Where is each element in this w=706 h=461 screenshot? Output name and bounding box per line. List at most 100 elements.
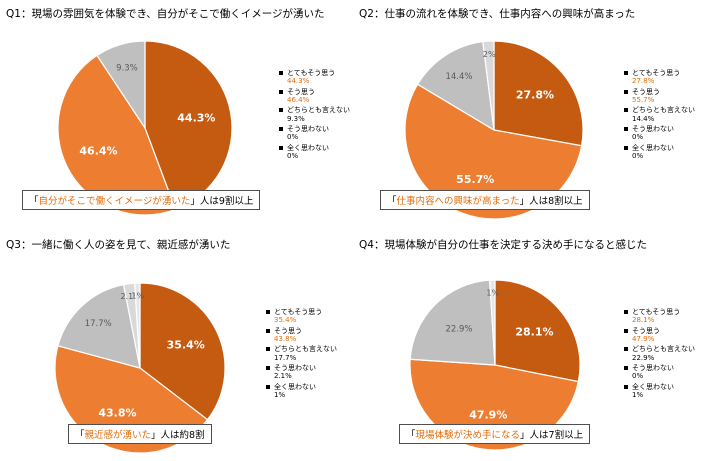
legend-value: 46.4% <box>287 95 310 104</box>
legend-value: 1% <box>632 391 644 400</box>
chart-panel-q3: Q3：一緒に働く人の姿を見て、親近感が湧いた 35.4% 43.8% 17.7% 2.… <box>0 231 353 461</box>
slice-label: 27.8% <box>516 89 554 102</box>
callout-box: 「仕事内容への興味が高まった」人は8割以上 <box>380 190 590 210</box>
slice-label: 2% <box>483 50 496 59</box>
pie-chart: 44.3% 46.4% 9.3% <box>57 40 233 216</box>
legend-label: 全く思わない <box>274 382 316 391</box>
legend-value: 55.7% <box>632 95 655 104</box>
chart-panel-q2: Q2：仕事の流れを体験でき、仕事内容への興味が高まった 27.8% 55.7% 14… <box>353 0 706 230</box>
pie-slice <box>96 40 146 130</box>
callout-box: 「現場体験が決め手になる」人は7割以上 <box>399 424 591 444</box>
legend-entry: 全く思わない 0% <box>278 144 350 161</box>
slice-label: 1% <box>486 288 499 297</box>
legend-entry: とてもそう思う 27.8% <box>623 69 695 86</box>
slice-label: 17.7% <box>85 319 112 329</box>
legend-bullet-icon <box>624 328 628 333</box>
callout-highlight: 仕事内容への興味が高まった <box>396 196 520 207</box>
legend-value: 17.7% <box>274 353 297 362</box>
legend-bullet-icon <box>266 310 270 314</box>
chart-panel-q1: Q1：現場の雰囲気を体験でき、自分がそこで働くイメージが湧いた 44.3% 46.… <box>0 0 353 230</box>
legend-bullet-icon <box>624 310 628 314</box>
legend-label: 全く思わない <box>632 382 674 391</box>
legend: とてもそう思う 27.8% そう思う 55.7% どちらとも言えない 14.4% そう思わな… <box>623 69 695 162</box>
legend-entry: そう思わない 2.1% <box>265 364 337 381</box>
legend-entry: とてもそう思う 35.4% <box>265 308 337 325</box>
legend-value: 0% <box>632 133 644 142</box>
legend-entry: そう思う 43.8% <box>265 327 337 344</box>
legend-value: 0% <box>632 372 644 381</box>
legend-label: とてもそう思う <box>632 308 681 316</box>
pie-slice <box>416 41 495 132</box>
legend-entry: そう思わない 0% <box>278 125 350 142</box>
legend-value: 22.9% <box>632 353 655 362</box>
slice-label: 2.1% <box>121 292 142 301</box>
callout-tail: 」人は8割以上 <box>519 196 583 207</box>
legend-value: 0% <box>287 133 299 142</box>
callout-tail: 」人は約8割 <box>151 430 205 441</box>
legend-entry: そう思う 46.4% <box>278 88 350 105</box>
legend-entry: そう思う 55.7% <box>623 88 695 105</box>
legend-value: 9.3% <box>287 114 305 123</box>
slice-label: 46.4% <box>79 145 117 158</box>
legend: とてもそう思う 28.1% そう思う 47.9% どちらとも言えない 22.9% そう思わな… <box>623 308 695 401</box>
legend-label: そう思う <box>274 326 302 335</box>
callout-open: 「 <box>29 196 39 207</box>
legend-label: どちらとも言えない <box>287 106 350 115</box>
slice-label: 44.3% <box>177 112 215 125</box>
legend-bullet-icon <box>266 384 270 389</box>
legend-label: そう思わない <box>632 364 674 373</box>
pie-chart: 27.8% 55.7% 14.4% 2% <box>404 40 584 220</box>
pie-slice <box>482 40 495 131</box>
legend-label: そう思わない <box>287 125 329 134</box>
chart-title: Q4：現場体験が自分の仕事を決定する決め手になると感じた <box>359 239 647 251</box>
slice-label: 43.8% <box>98 407 136 420</box>
legend-bullet-icon <box>624 366 628 371</box>
legend-value: 0% <box>287 152 299 161</box>
legend-label: どちらとも言えない <box>632 345 695 354</box>
slice-label: 35.4% <box>167 338 205 351</box>
chart-panel-q4: Q4：現場体験が自分の仕事を決定する決め手になると感じた 28.1% 47.9% 2… <box>353 231 706 461</box>
slice-label: 28.1% <box>515 326 553 339</box>
legend-label: そう思わない <box>632 125 674 134</box>
slice-label: 1% <box>131 291 144 300</box>
legend-entry: 全く思わない 1% <box>265 383 337 400</box>
legend-entry: そう思わない 0% <box>623 125 695 142</box>
legend-label: 全く思わない <box>632 143 674 152</box>
legend-bullet-icon <box>624 108 628 113</box>
pie-slice <box>489 279 496 366</box>
legend-bullet-icon <box>266 366 270 371</box>
legend-label: とてもそう思う <box>274 308 323 316</box>
callout-highlight: 現場体験が決め手になる <box>415 430 521 441</box>
callout-highlight: 親近感が湧いた <box>84 430 152 441</box>
legend-label: どちらとも言えない <box>632 106 695 115</box>
callout-box: 「自分がそこで働くイメージが湧いた」人は9割以上 <box>22 190 261 210</box>
legend-entry: とてもそう思う 44.3% <box>278 69 350 86</box>
legend-bullet-icon <box>266 347 270 352</box>
slice-label: 55.7% <box>456 173 494 186</box>
legend-value: 1% <box>274 391 286 400</box>
legend-entry: そう思わない 0% <box>623 364 695 381</box>
callout-highlight: 自分がそこで働くイメージが湧いた <box>38 196 191 207</box>
legend-bullet-icon <box>624 384 628 389</box>
legend-value: 43.8% <box>274 334 297 343</box>
legend-label: どちらとも言えない <box>274 345 337 354</box>
legend-bullet-icon <box>624 71 628 75</box>
chart-title: Q2：仕事の流れを体験でき、仕事内容への興味が高まった <box>359 8 636 20</box>
chart-title: Q3：一緒に働く人の姿を見て、親近感が湧いた <box>6 239 231 251</box>
callout-open: 「 <box>75 430 85 441</box>
legend-bullet-icon <box>279 145 283 150</box>
pie-slice <box>57 283 141 369</box>
chart-title: Q1：現場の雰囲気を体験でき、自分がそこで働くイメージが湧いた <box>6 8 325 20</box>
legend-entry: どちらとも言えない 17.7% <box>265 345 337 362</box>
legend-value: 44.3% <box>287 77 310 86</box>
pie-slice <box>139 282 226 421</box>
legend-value: 35.4% <box>274 316 297 325</box>
legend-bullet-icon <box>624 89 628 94</box>
pie-slice <box>409 279 496 366</box>
legend-value: 27.8% <box>632 77 655 86</box>
slice-label: 9.3% <box>116 64 138 74</box>
legend-entry: そう思う 47.9% <box>623 327 695 344</box>
legend-label: とてもそう思う <box>632 69 681 77</box>
legend-label: とてもそう思う <box>287 69 336 77</box>
legend: とてもそう思う 44.3% そう思う 46.4% どちらとも言えない 9.3% そう思わない… <box>278 69 350 162</box>
